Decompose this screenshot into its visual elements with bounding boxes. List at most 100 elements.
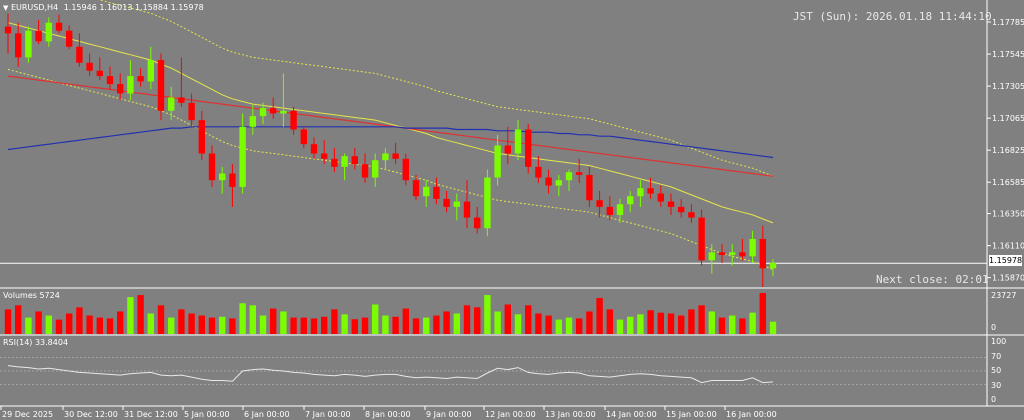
candle-body: [474, 217, 481, 229]
volume-bar: [25, 317, 32, 334]
candle-body: [423, 186, 430, 197]
volume-bar: [76, 307, 83, 334]
volume-bar: [137, 295, 144, 334]
candle-body: [718, 252, 726, 255]
rsi-label: RSI(14) 33.8404: [3, 338, 69, 347]
volume-bar: [188, 313, 195, 334]
volume-bar: [402, 308, 409, 334]
volume-bar: [739, 318, 746, 334]
candle-body: [759, 238, 766, 269]
volume-bar: [86, 315, 93, 334]
candle-body: [239, 126, 246, 187]
price-tick-label: 1.16825: [992, 146, 1024, 155]
volume-bar: [749, 312, 756, 334]
bollinger-lower-line: [7, 68, 774, 271]
candle-body: [667, 201, 675, 207]
volume-bar: [35, 311, 42, 334]
candle-body: [657, 193, 664, 202]
current-price-label: 1.15978: [989, 255, 1023, 266]
rsi-level-70: 70: [991, 352, 1002, 361]
candle-body: [627, 196, 634, 205]
candle-body: [35, 30, 42, 42]
collapse-triangle-icon[interactable]: ▼: [3, 4, 9, 12]
candle-body: [96, 70, 103, 77]
rsi-level-30: 30: [991, 381, 1002, 390]
candle-body: [55, 22, 63, 31]
candle-body: [484, 177, 491, 229]
candle-body: [555, 180, 562, 186]
candle-body: [66, 30, 73, 47]
volume-bar: [606, 309, 613, 334]
candle-body: [494, 145, 501, 178]
bollinger-middle-line: [7, 22, 774, 224]
time-axis-label: 31 Dec 12:00: [124, 410, 178, 419]
price-tick-label: 1.16350: [992, 210, 1024, 219]
volumes-min-label: 0: [991, 323, 997, 332]
server-clock: JST (Sun): 2026.01.18 11:44:10: [793, 10, 992, 23]
price-tick-label: 1.15870: [992, 274, 1024, 283]
candle-body: [514, 129, 522, 154]
candle-body: [4, 26, 12, 34]
candle-body: [596, 200, 603, 207]
volume-bar: [229, 318, 236, 334]
candle-body: [127, 76, 134, 94]
time-axis-label: 29 Dec 2025: [2, 410, 53, 419]
volume-bar: [198, 315, 205, 334]
candle-body: [412, 180, 420, 197]
candle-body: [259, 108, 267, 117]
candle-body: [739, 252, 746, 257]
candle-body: [443, 198, 450, 207]
time-axis-label: 8 Jan 00:00: [365, 410, 411, 419]
candle-body: [453, 201, 460, 207]
candle-body: [402, 158, 409, 181]
volume-bar: [259, 315, 267, 334]
candle-body: [708, 252, 715, 261]
candle-body: [310, 144, 318, 154]
volume-bar: [239, 303, 246, 334]
volume-bar: [453, 313, 460, 334]
volume-bar: [637, 314, 644, 334]
volume-bar: [474, 307, 481, 334]
volume-bar: [657, 312, 664, 334]
candle-body: [76, 46, 83, 63]
volume-bar: [127, 297, 134, 334]
time-axis-label: 5 Jan 00:00: [184, 410, 230, 419]
candle-body: [637, 188, 644, 197]
volume-bar: [361, 317, 369, 334]
volume-bar: [341, 314, 348, 334]
volume-bar: [678, 315, 685, 334]
volume-bar: [708, 311, 715, 334]
volume-bar: [667, 313, 675, 334]
candle-body: [616, 204, 624, 215]
candle-body: [157, 60, 165, 111]
volume-bar: [688, 309, 695, 334]
volumes-max-label: 23727: [991, 291, 1017, 300]
candle-body: [576, 172, 583, 175]
candle-body: [606, 206, 613, 215]
candle-body: [229, 173, 236, 187]
candle-body: [249, 116, 256, 127]
candle-body: [290, 110, 297, 130]
volume-bar: [555, 319, 562, 334]
volume-bar: [504, 304, 511, 334]
volume-bar: [596, 297, 603, 334]
price-tick-label: 1.17065: [992, 114, 1024, 123]
volume-bar: [382, 315, 389, 334]
candle-body: [545, 177, 552, 186]
time-axis-label: 14 Jan 00:00: [606, 410, 657, 419]
candle-body: [198, 120, 205, 154]
candle-body: [45, 22, 52, 42]
volume-bar: [718, 317, 726, 334]
volume-bar: [372, 304, 379, 334]
volume-bar: [4, 309, 12, 334]
volume-bar: [157, 305, 165, 334]
price-tick-label: 1.16110: [992, 242, 1024, 251]
volume-bar: [586, 311, 593, 334]
volume-bar: [484, 295, 491, 334]
price-tick-label: 1.17305: [992, 82, 1024, 91]
symbol-label: EURUSD,H4: [10, 3, 59, 12]
candle-body: [106, 76, 114, 85]
volume-bar: [433, 315, 440, 334]
